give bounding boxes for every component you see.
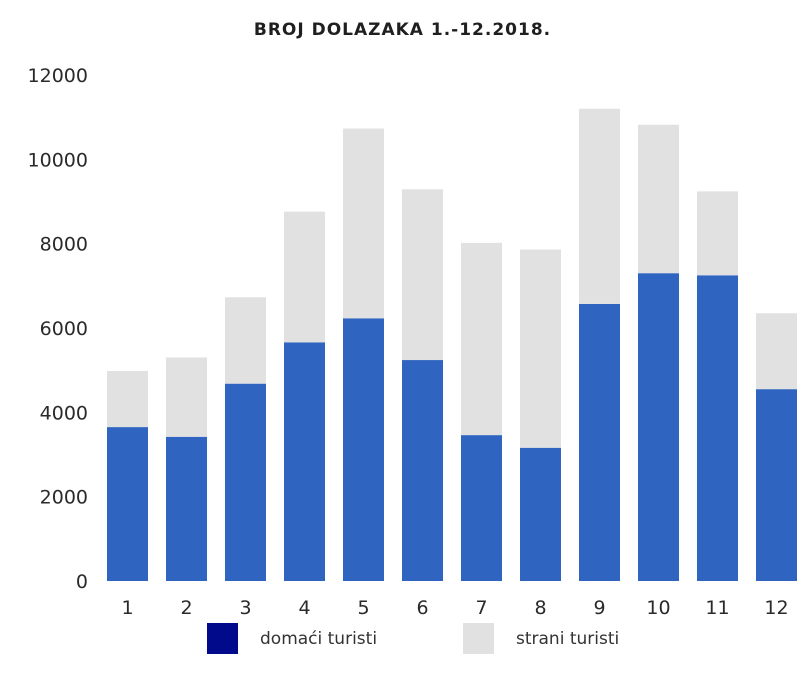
y-tick-label: 8000 bbox=[40, 234, 88, 256]
bar-domaci-7 bbox=[461, 435, 502, 581]
y-tick-label: 0 bbox=[76, 571, 88, 593]
bar-domaci-6 bbox=[402, 360, 443, 581]
x-tick-label: 7 bbox=[475, 597, 487, 619]
y-tick-label: 10000 bbox=[28, 149, 88, 171]
chart-title: BROJ DOLAZAKA 1.-12.2018. bbox=[253, 20, 552, 40]
x-tick-label: 6 bbox=[416, 597, 428, 619]
x-axis-ticks: 1 2 3 4 5 6 7 8 9 10 11 12 bbox=[121, 597, 788, 619]
bar-strani-6 bbox=[402, 189, 443, 361]
bar-strani-3 bbox=[225, 297, 266, 384]
y-tick-label: 6000 bbox=[40, 318, 88, 340]
legend-swatch-strani bbox=[463, 623, 494, 654]
bar-strani-9 bbox=[579, 108, 620, 304]
legend-swatch-domaci bbox=[207, 623, 238, 654]
y-tick-label: 4000 bbox=[40, 402, 88, 424]
bar-domaci-10 bbox=[638, 273, 679, 581]
bars-group bbox=[107, 108, 797, 581]
bar-strani-12 bbox=[756, 313, 797, 390]
bar-strani-11 bbox=[697, 191, 738, 276]
bar-strani-2 bbox=[166, 357, 207, 437]
bar-domaci-1 bbox=[107, 427, 148, 581]
legend-label-domaci: domaći turisti bbox=[260, 628, 378, 649]
bar-strani-1 bbox=[107, 371, 148, 428]
x-tick-label: 1 bbox=[121, 597, 133, 619]
x-tick-label: 12 bbox=[764, 597, 788, 619]
bar-domaci-3 bbox=[225, 383, 266, 581]
bar-strani-8 bbox=[520, 249, 561, 448]
y-tick-label: 12000 bbox=[28, 65, 88, 87]
y-tick-label: 2000 bbox=[40, 487, 88, 509]
x-tick-label: 8 bbox=[534, 597, 546, 619]
bar-domaci-9 bbox=[579, 303, 620, 581]
bar-strani-5 bbox=[343, 128, 384, 319]
legend: domaći turisti strani turisti bbox=[0, 623, 805, 657]
bar-domaci-12 bbox=[756, 389, 797, 581]
x-tick-label: 10 bbox=[646, 597, 670, 619]
legend-label-strani: strani turisti bbox=[516, 628, 620, 649]
x-tick-label: 3 bbox=[239, 597, 251, 619]
x-tick-label: 9 bbox=[593, 597, 605, 619]
x-tick-label: 2 bbox=[180, 597, 192, 619]
y-axis-ticks: 0 2000 4000 6000 8000 10000 12000 bbox=[28, 65, 88, 593]
x-tick-label: 11 bbox=[705, 597, 729, 619]
legend-item-domaci: domaći turisti bbox=[207, 623, 377, 654]
bar-strani-7 bbox=[461, 242, 502, 436]
bar-domaci-4 bbox=[284, 342, 325, 581]
bar-domaci-8 bbox=[520, 447, 561, 581]
bar-domaci-11 bbox=[697, 275, 738, 581]
x-tick-label: 5 bbox=[357, 597, 369, 619]
bar-domaci-2 bbox=[166, 436, 207, 581]
bar-strani-10 bbox=[638, 124, 679, 274]
bar-domaci-5 bbox=[343, 318, 384, 581]
legend-item-strani: strani turisti bbox=[463, 623, 619, 654]
x-tick-label: 4 bbox=[298, 597, 310, 619]
bar-strani-4 bbox=[284, 211, 325, 343]
